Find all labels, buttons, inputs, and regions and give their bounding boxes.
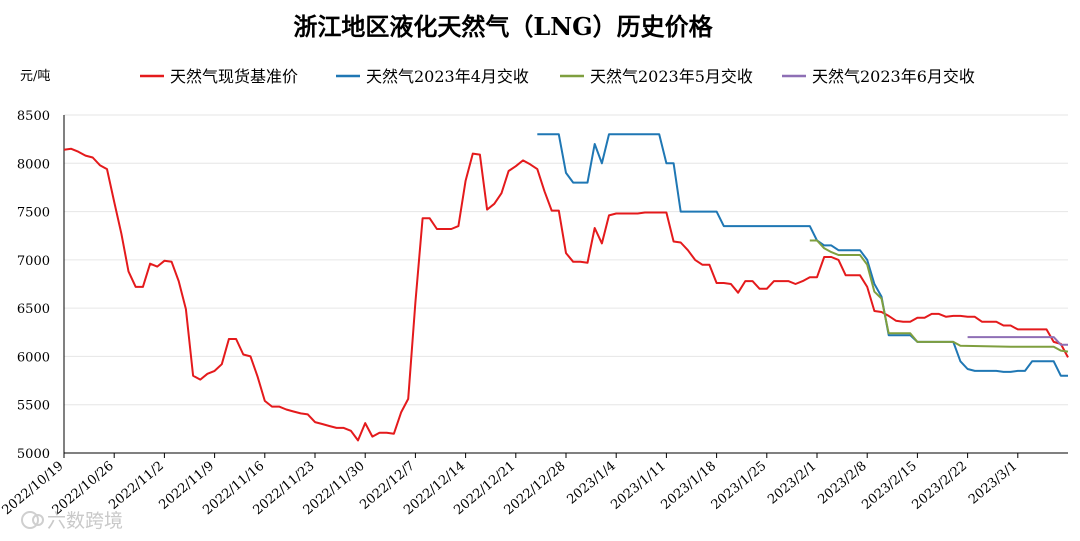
- y-tick-label: 5500: [17, 399, 50, 414]
- x-tick-label: 2023/2/1: [765, 459, 819, 508]
- x-tick-label: 2023/2/15: [859, 459, 920, 513]
- y-tick-label: 8000: [17, 157, 50, 172]
- series-lines: [63, 133, 1069, 442]
- chart-title: 浙江地区液化天然气（LNG）历史价格: [293, 12, 713, 41]
- y-axis-unit: 元/吨: [20, 69, 50, 84]
- watermark-text: 六数跨境: [47, 510, 123, 532]
- series-line-4: [967, 336, 1068, 346]
- legend-label-4: 天然气2023年6月交收: [812, 67, 975, 86]
- legend: 天然气现货基准价 天然气2023年4月交收 天然气2023年5月交收 天然气2023年…: [140, 67, 975, 86]
- grid-lines: [64, 114, 1068, 406]
- series-line-1: [63, 147, 1069, 442]
- y-tick-label: 6500: [17, 302, 50, 317]
- x-tick-label: 2023/1/11: [608, 459, 669, 513]
- x-tick-label: 2023/1/25: [709, 459, 770, 513]
- axes: 500055006000650070007500800085002022/10/…: [0, 109, 1068, 518]
- legend-label-3: 天然气2023年5月交收: [590, 67, 753, 86]
- series-line-2: [537, 133, 1068, 377]
- x-tick-label: 2023/1/18: [658, 459, 719, 513]
- y-tick-label: 6000: [17, 350, 50, 365]
- series-line-3: [809, 239, 1069, 353]
- watermark-logo-icon: [21, 511, 44, 529]
- legend-label-1: 天然气现货基准价: [170, 67, 298, 86]
- x-tick-label: 2023/2/22: [909, 459, 970, 513]
- y-tick-label: 8500: [17, 109, 50, 124]
- x-tick-label: 2022/11/2: [106, 459, 167, 513]
- y-tick-label: 7000: [17, 254, 50, 269]
- y-tick-label: 7500: [17, 206, 50, 221]
- legend-label-2: 天然气2023年4月交收: [366, 67, 529, 86]
- y-tick-label: 5000: [17, 447, 50, 462]
- x-tick-label: 2023/3/1: [966, 459, 1020, 508]
